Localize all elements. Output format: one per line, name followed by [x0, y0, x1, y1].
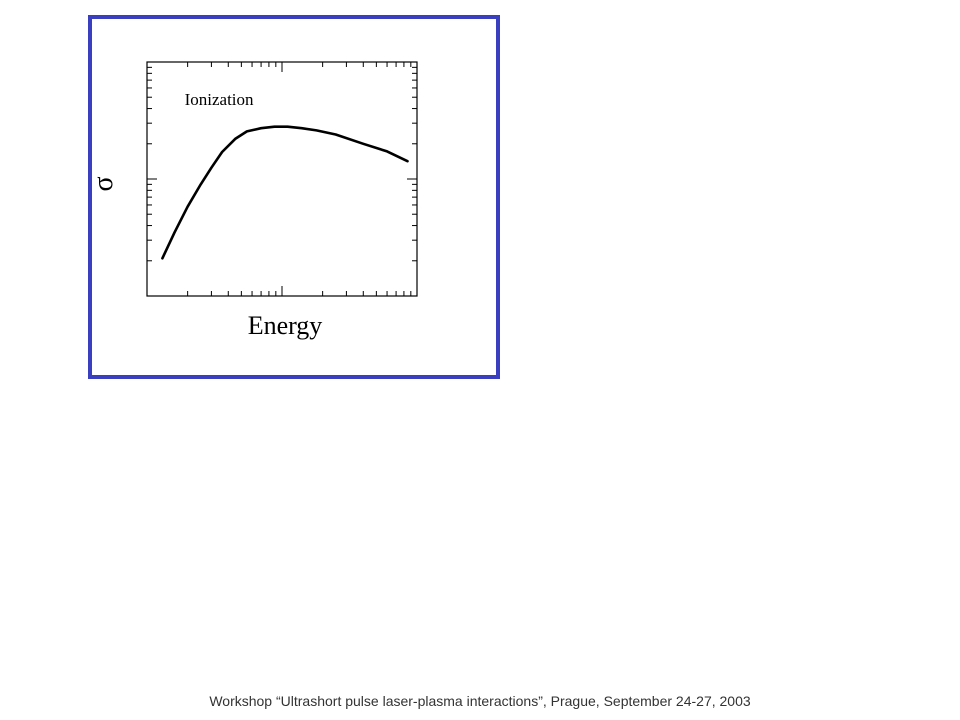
figure-frame — [88, 15, 500, 379]
annotation-ionization: Ionization — [185, 90, 254, 109]
y-axis-label: σ — [88, 176, 119, 191]
axis-ticks — [146, 62, 417, 297]
footer-text: Workshop “Ultrashort pulse laser-plasma … — [209, 693, 751, 709]
series-line — [161, 125, 409, 260]
x-axis-label: Energy — [248, 311, 323, 340]
